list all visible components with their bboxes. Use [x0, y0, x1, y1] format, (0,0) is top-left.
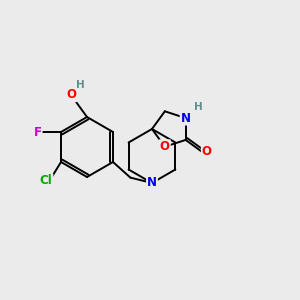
- Text: O: O: [160, 140, 170, 153]
- Text: Cl: Cl: [40, 174, 52, 187]
- Text: H: H: [76, 80, 85, 90]
- Text: H: H: [194, 102, 203, 112]
- Text: N: N: [147, 176, 157, 190]
- Text: N: N: [181, 112, 190, 124]
- Text: F: F: [34, 125, 42, 139]
- Text: O: O: [202, 145, 212, 158]
- Text: O: O: [66, 88, 76, 101]
